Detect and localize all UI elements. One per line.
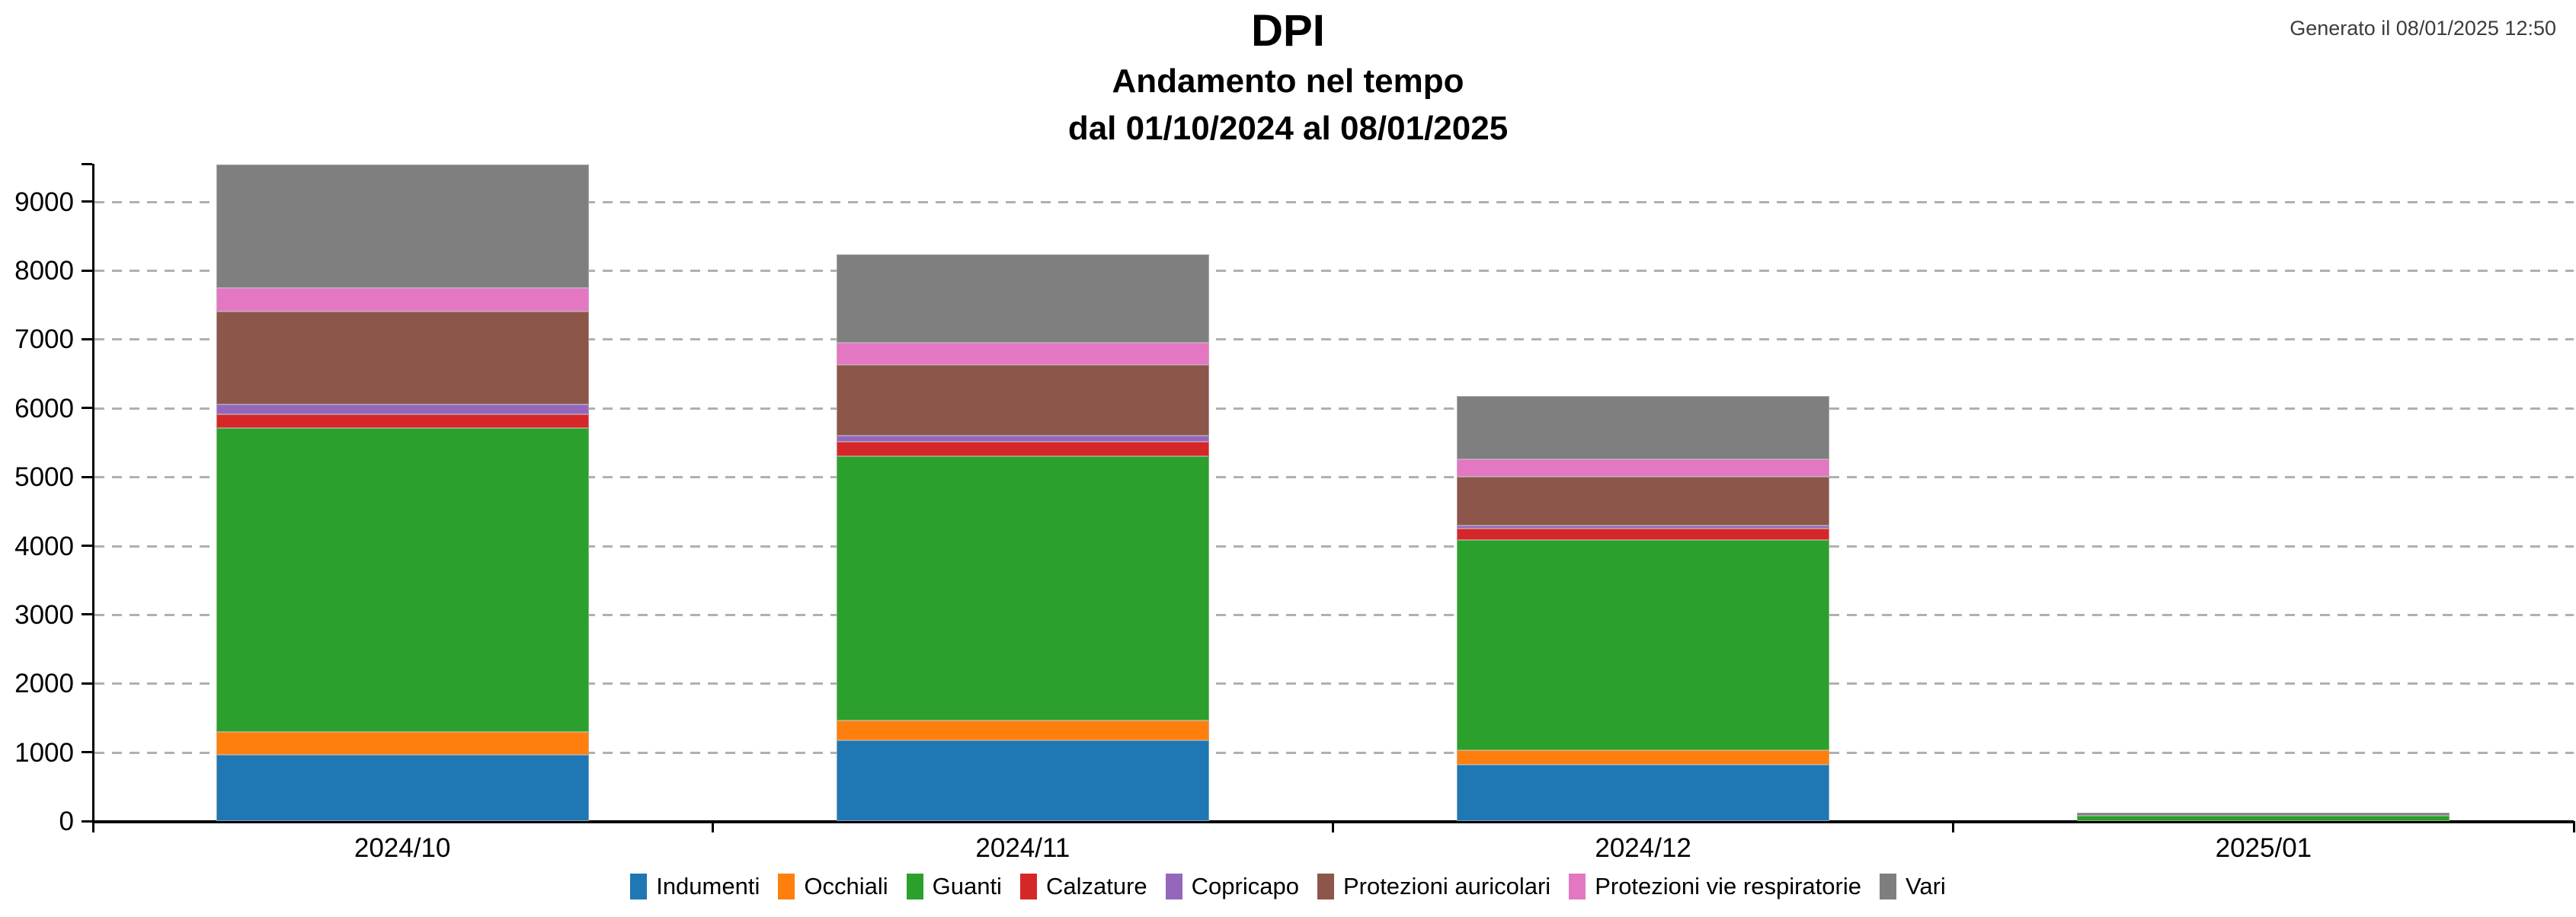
y-axis-line [92,164,94,832]
bar-segment-indumenti-2024-12[interactable] [1457,764,1830,821]
x-axis-label-2024-12: 2024/12 [1595,833,1691,863]
bar-segment-vari-2024-12[interactable] [1457,395,1830,459]
bar-segment-guanti-2024-11[interactable] [836,456,1209,721]
bar-segment-protezioni-vie-respiratorie-2024-11[interactable] [836,342,1209,365]
bar-segment-occhiali-2024-10[interactable] [216,731,589,756]
legend-item-calzature[interactable]: Calzature [1019,873,1147,900]
y-axis-tick-9000 [82,200,92,203]
legend-swatch-protezioni-vie-respiratorie [1569,874,1586,899]
legend-swatch-guanti [906,874,923,899]
chart-title: DPI [1251,6,1325,56]
x-axis-label-2024-10: 2024/10 [354,833,451,863]
legend-item-protezioni-auricolari[interactable]: Protezioni auricolari [1317,873,1550,900]
bar-segment-indumenti-2024-11[interactable] [836,740,1209,821]
legend-swatch-protezioni-auricolari [1317,874,1334,899]
y-axis-tick-label: 0 [59,807,74,836]
legend-label-occhiali: Occhiali [804,873,888,899]
legend-label-protezioni-auricolari: Protezioni auricolari [1342,873,1551,899]
bar-segment-calzature-2024-12[interactable] [1457,528,1830,540]
y-axis-tick-label: 7000 [14,324,74,355]
legend-swatch-vari [1879,874,1896,899]
x-axis-label-2024-11: 2024/11 [975,833,1070,863]
bar-segment-guanti-2024-12[interactable] [1457,539,1830,750]
y-axis-tick-label: 1000 [14,737,74,768]
chart-legend: Indumenti Occhiali Guanti Calzature Copricap… [0,873,2576,900]
gridline-5000 [94,476,2574,479]
x-axis-tick [1332,821,1334,832]
gridline-9000 [94,200,2574,203]
legend-label-guanti: Guanti [932,873,1002,899]
legend-item-vari[interactable]: Vari [1879,873,1946,900]
gridline-7000 [94,338,2574,341]
y-axis-tick-label: 3000 [14,599,74,630]
y-axis-tick-5000 [82,475,92,478]
y-axis-tick-label: 8000 [14,256,74,286]
bar-segment-copricapo-2024-10[interactable] [216,404,589,414]
legend-label-protezioni-vie-respiratorie: Protezioni vie respiratorie [1595,873,1861,899]
legend-item-copricapo[interactable]: Copricapo [1165,873,1299,900]
gridline-4000 [94,545,2574,548]
y-axis-tick-label: 6000 [14,393,74,423]
bar-segment-calzature-2024-11[interactable] [836,442,1209,457]
legend-item-protezioni-vie-respiratorie[interactable]: Protezioni vie respiratorie [1569,873,1861,900]
x-axis-label-2025-01: 2025/01 [2215,833,2312,863]
bar-segment-guanti-2025-01[interactable] [2077,816,2450,821]
legend-label-vari: Vari [1905,873,1946,899]
y-axis-tick-1000 [82,751,92,754]
bar-segment-copricapo-2024-12[interactable] [1457,526,1830,529]
bar-segment-protezioni-auricolari-2024-12[interactable] [1457,477,1830,526]
bar-segment-guanti-2024-10[interactable] [216,428,589,732]
bar-segment-protezioni-auricolari-2024-10[interactable] [216,311,589,404]
legend-swatch-occhiali [778,874,795,899]
bar-segment-protezioni-auricolari-2024-11[interactable] [836,364,1209,436]
x-axis-tick [1952,821,1955,832]
y-axis-top-cap-tick [82,163,92,165]
y-axis-tick-label: 4000 [14,531,74,561]
y-axis-tick-2000 [82,682,92,685]
gridline-2000 [94,682,2574,685]
gridline-6000 [94,407,2574,410]
y-axis-tick-3000 [82,613,92,616]
gridline-8000 [94,270,2574,273]
y-axis-tick-label: 9000 [14,187,74,217]
x-axis-tick [2572,821,2575,832]
y-axis-tick-label: 5000 [14,462,74,493]
bar-segment-copricapo-2024-11[interactable] [836,435,1209,443]
y-axis-tick-label: 2000 [14,669,74,699]
y-axis-tick-0 [82,820,92,823]
bar-segment-vari-2024-11[interactable] [836,254,1209,343]
chart-title-block: DPI Andamento nel tempo dal 01/10/2024 a… [0,5,2576,152]
legend-label-calzature: Calzature [1045,873,1147,899]
chart-date-range: dal 01/10/2024 al 08/01/2025 [1067,110,1509,147]
x-axis-tick [711,821,714,832]
legend-item-indumenti[interactable]: Indumenti [630,873,760,900]
legend-item-occhiali[interactable]: Occhiali [778,873,888,900]
legend-swatch-calzature [1019,874,1037,899]
generated-timestamp: Generato il 08/01/2025 12:50 [2290,17,2556,40]
legend-swatch-copricapo [1165,874,1182,899]
bar-segment-occhiali-2024-12[interactable] [1457,749,1830,765]
legend-label-indumenti: Indumenti [656,873,760,899]
legend-item-guanti[interactable]: Guanti [906,873,1002,900]
bar-segment-protezioni-vie-respiratorie-2024-12[interactable] [1457,458,1830,478]
y-axis-tick-4000 [82,545,92,548]
y-axis-tick-8000 [82,269,92,272]
chart-subtitle: Andamento nel tempo [1112,62,1464,100]
legend-label-copricapo: Copricapo [1191,873,1299,899]
bar-segment-protezioni-vie-respiratorie-2024-10[interactable] [216,287,589,312]
bar-segment-calzature-2024-10[interactable] [216,414,589,429]
bar-segment-vari-2024-10[interactable] [216,165,589,288]
y-axis-tick-7000 [82,337,92,340]
gridline-3000 [94,613,2574,616]
bar-segment-vari-2025-01[interactable] [2077,813,2450,816]
gridline-1000 [94,751,2574,754]
bar-segment-occhiali-2024-11[interactable] [836,720,1209,740]
y-axis-tick-6000 [82,407,92,410]
bar-segment-indumenti-2024-10[interactable] [216,755,589,821]
legend-swatch-indumenti [630,874,648,899]
